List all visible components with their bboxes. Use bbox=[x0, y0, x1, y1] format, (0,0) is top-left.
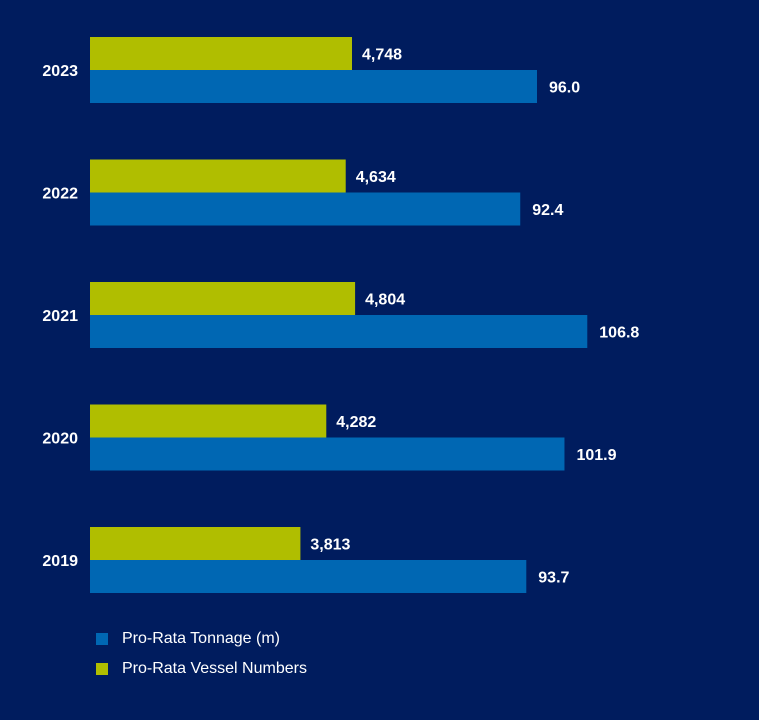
bar-vessel-numbers-2020 bbox=[90, 404, 327, 438]
category-label-2021: 2021 bbox=[42, 308, 78, 325]
data-label-tonnage-2022: 92.4 bbox=[532, 202, 563, 219]
bar-vessel-numbers-2022 bbox=[90, 159, 346, 193]
legend-item-tonnage: Pro-Rata Tonnage (m) bbox=[96, 624, 307, 654]
bar-tonnage-2022 bbox=[90, 192, 521, 226]
bar-vessel-numbers-2021 bbox=[90, 282, 356, 315]
bar-tonnage-2020 bbox=[90, 437, 565, 471]
legend-label-tonnage: Pro-Rata Tonnage (m) bbox=[122, 630, 280, 647]
data-label-vessel-numbers-2019: 3,813 bbox=[310, 537, 350, 554]
legend: Pro-Rata Tonnage (m) Pro-Rata Vessel Num… bbox=[96, 624, 307, 684]
legend-item-vessel-numbers: Pro-Rata Vessel Numbers bbox=[96, 654, 307, 684]
legend-swatch-vessel-numbers bbox=[96, 663, 108, 675]
bar-tonnage-2019 bbox=[90, 560, 527, 593]
bar-vessel-numbers-2023 bbox=[90, 37, 352, 70]
data-label-vessel-numbers-2020: 4,282 bbox=[336, 414, 376, 431]
data-label-vessel-numbers-2022: 4,634 bbox=[356, 169, 396, 186]
category-label-2023: 2023 bbox=[42, 63, 78, 80]
bar-vessel-numbers-2019 bbox=[90, 527, 301, 560]
category-label-2022: 2022 bbox=[42, 186, 78, 203]
data-label-vessel-numbers-2023: 4,748 bbox=[362, 47, 402, 64]
data-label-tonnage-2023: 96.0 bbox=[549, 80, 580, 97]
data-label-tonnage-2020: 101.9 bbox=[576, 447, 616, 464]
category-label-2020: 2020 bbox=[42, 431, 78, 448]
legend-swatch-tonnage bbox=[96, 633, 108, 645]
data-label-vessel-numbers-2021: 4,804 bbox=[365, 292, 405, 309]
data-label-tonnage-2019: 93.7 bbox=[538, 570, 569, 587]
category-label-2019: 2019 bbox=[42, 553, 78, 570]
data-label-tonnage-2021: 106.8 bbox=[599, 325, 639, 342]
bar-tonnage-2021 bbox=[90, 315, 588, 348]
bar-tonnage-2023 bbox=[90, 70, 537, 103]
legend-label-vessel-numbers: Pro-Rata Vessel Numbers bbox=[122, 660, 307, 677]
